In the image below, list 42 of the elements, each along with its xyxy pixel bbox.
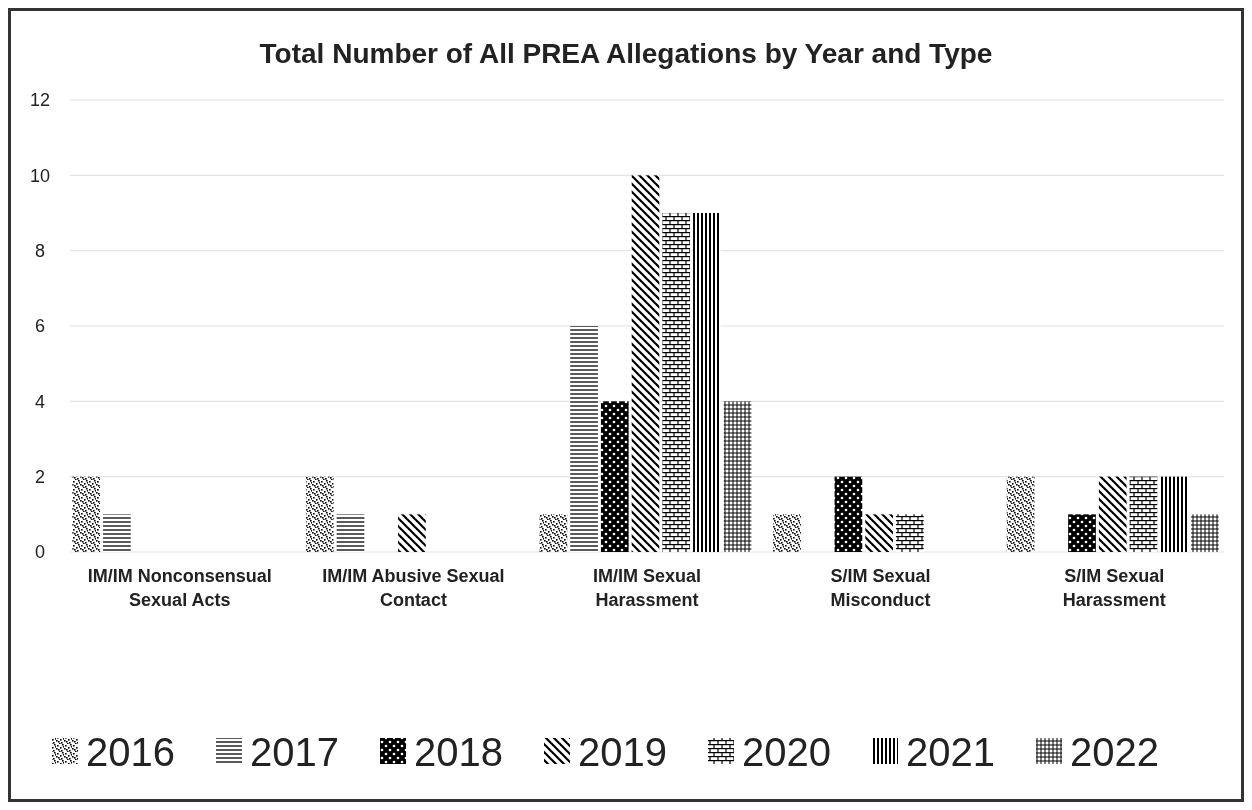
x-tick-label: S/IM Sexual Harassment <box>1062 566 1166 610</box>
bar <box>834 476 863 552</box>
bar <box>1129 476 1158 552</box>
legend-label: 2022 <box>1070 730 1159 774</box>
y-tick-label: 10 <box>29 165 51 186</box>
x-tick-label: IM/IM Sexual Harassment <box>592 566 702 610</box>
x-tick-label: IM/IM Abusive Sexual Contact <box>322 566 505 610</box>
bar <box>723 401 752 552</box>
y-tick-label: 8 <box>34 240 46 261</box>
legend-label: 2017 <box>250 730 339 774</box>
bar <box>305 476 334 552</box>
bar <box>895 514 924 552</box>
bar <box>773 514 801 552</box>
legend-label: 2016 <box>86 730 175 774</box>
bar <box>865 514 893 552</box>
bar <box>570 326 598 552</box>
x-tick-label: S/IM Sexual Misconduct <box>830 566 931 610</box>
y-tick-label: 4 <box>34 391 46 412</box>
bar <box>103 514 131 552</box>
y-tick-label: 2 <box>34 466 46 487</box>
legend-label: 2018 <box>414 730 503 774</box>
bar <box>1160 476 1188 552</box>
legend-label: 2021 <box>906 730 995 774</box>
legend-label: 2019 <box>578 730 667 774</box>
bar <box>1006 476 1035 552</box>
bar <box>72 476 101 552</box>
bar <box>631 175 660 552</box>
y-tick-label: 12 <box>29 90 51 111</box>
x-tick-label: IM/IM Nonconsensual Sexual Acts <box>87 566 272 610</box>
bar <box>539 514 568 552</box>
bar <box>398 514 426 552</box>
bar <box>693 213 721 552</box>
chart-title: Total Number of All PREA Allegations by Year and Type <box>259 38 993 69</box>
y-tick-label: 6 <box>34 316 46 337</box>
legend-label: 2020 <box>742 730 831 774</box>
y-tick-label: 0 <box>34 542 46 563</box>
bar <box>1068 514 1096 552</box>
bar <box>662 213 691 552</box>
bar <box>1190 514 1219 552</box>
bar <box>600 401 629 552</box>
bar <box>336 514 365 552</box>
bar <box>1098 476 1127 552</box>
